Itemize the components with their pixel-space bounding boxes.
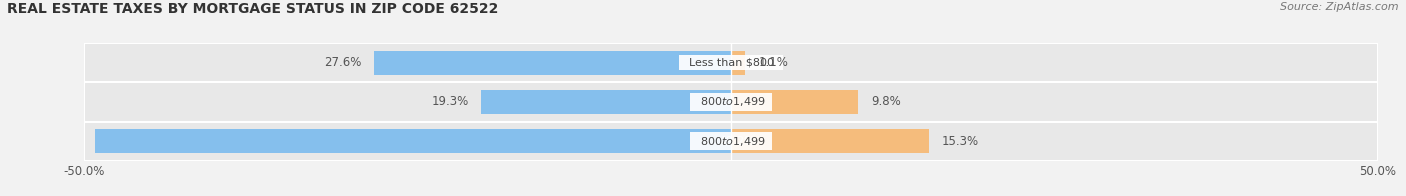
Text: $800 to $1,499: $800 to $1,499 — [693, 95, 769, 108]
Text: $800 to $1,499: $800 to $1,499 — [693, 135, 769, 148]
Text: 1.1%: 1.1% — [758, 56, 789, 69]
Text: 27.6%: 27.6% — [323, 56, 361, 69]
Text: 9.8%: 9.8% — [870, 95, 901, 108]
Text: 15.3%: 15.3% — [942, 135, 979, 148]
Bar — [731, 51, 745, 75]
Text: Source: ZipAtlas.com: Source: ZipAtlas.com — [1281, 2, 1399, 12]
Bar — [94, 129, 731, 153]
Text: REAL ESTATE TAXES BY MORTGAGE STATUS IN ZIP CODE 62522: REAL ESTATE TAXES BY MORTGAGE STATUS IN … — [7, 2, 498, 16]
Bar — [374, 51, 731, 75]
Bar — [481, 90, 731, 114]
Bar — [84, 122, 1378, 161]
Bar — [731, 129, 929, 153]
Text: Less than $800: Less than $800 — [682, 58, 780, 68]
Bar — [84, 82, 1378, 122]
Text: 49.2%: 49.2% — [718, 135, 755, 148]
Text: 19.3%: 19.3% — [432, 95, 468, 108]
Bar — [731, 90, 858, 114]
Bar — [84, 43, 1378, 82]
